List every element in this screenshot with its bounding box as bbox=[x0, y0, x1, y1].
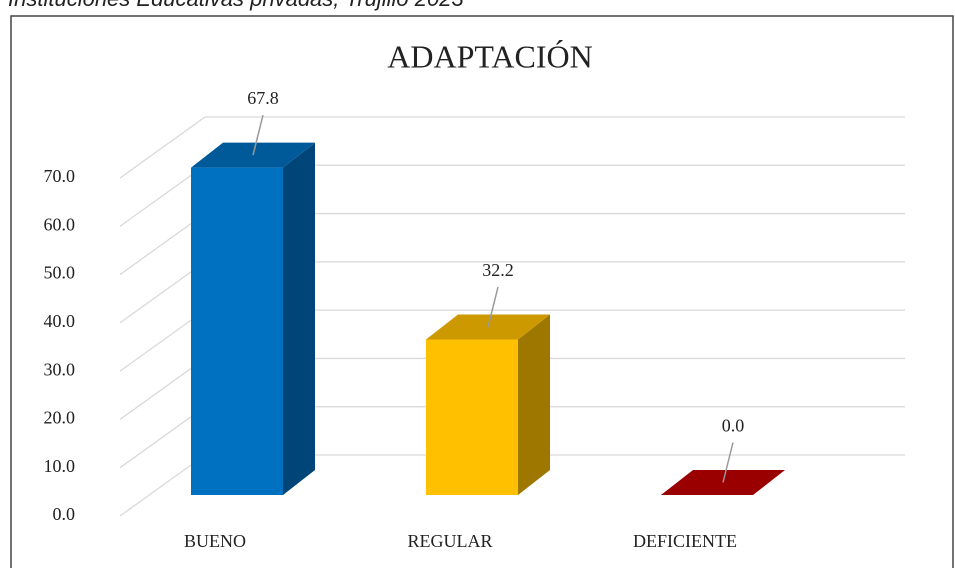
data-label: 32.2 bbox=[482, 260, 514, 280]
bar-side bbox=[283, 142, 315, 495]
grid-line-side bbox=[119, 454, 206, 517]
leader-line bbox=[722, 442, 734, 483]
grid-line-side bbox=[119, 261, 206, 324]
bar bbox=[191, 167, 283, 495]
x-tick-label: REGULAR bbox=[408, 531, 493, 551]
y-tick-label: 70.0 bbox=[44, 166, 76, 186]
y-tick-label: 0.0 bbox=[53, 504, 76, 524]
y-tick-label: 20.0 bbox=[44, 408, 76, 428]
grid-line-side bbox=[119, 406, 206, 469]
y-tick-label: 10.0 bbox=[44, 456, 76, 476]
leader-line bbox=[487, 286, 499, 328]
data-label: 67.8 bbox=[247, 88, 279, 108]
y-tick-label: 30.0 bbox=[44, 359, 76, 379]
caption: Instituciones Educativas privadas, Truji… bbox=[8, 0, 464, 11]
grid-line-side bbox=[119, 164, 206, 227]
chart-title: ADAPTACIÓN bbox=[387, 38, 592, 74]
grid-line-side bbox=[119, 213, 206, 276]
leader-line bbox=[252, 114, 264, 156]
grid-line-side bbox=[119, 116, 206, 179]
x-tick-label: BUENO bbox=[184, 531, 246, 551]
y-tick-label: 50.0 bbox=[44, 263, 76, 283]
bar-side bbox=[518, 314, 550, 495]
y-tick-label: 40.0 bbox=[44, 311, 76, 331]
data-label: 0.0 bbox=[722, 416, 745, 436]
grid-line-side bbox=[119, 309, 206, 372]
bar bbox=[426, 339, 518, 495]
grid-line-side bbox=[119, 357, 206, 420]
y-tick-label: 60.0 bbox=[44, 214, 76, 234]
x-tick-label: DEFICIENTE bbox=[633, 531, 737, 551]
